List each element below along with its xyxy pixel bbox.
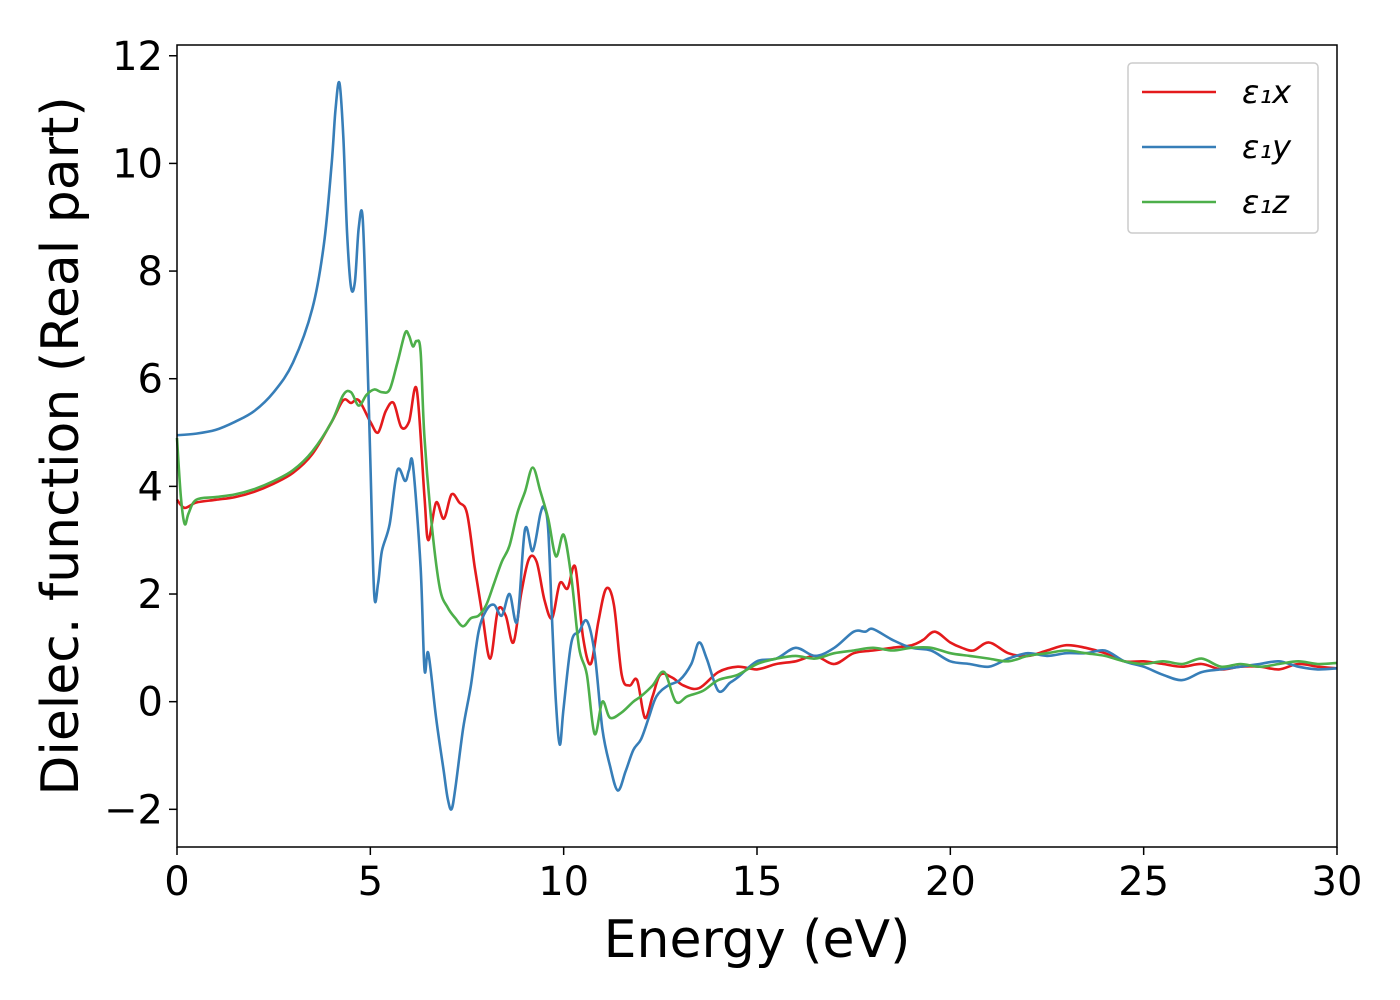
x-tick-label: 20 xyxy=(925,859,976,905)
x-tick-label: 15 xyxy=(732,859,783,905)
legend-label: ε₁z xyxy=(1242,183,1290,221)
y-tick-label: 4 xyxy=(138,464,163,510)
y-axis-label: Dielec. function (Real part) xyxy=(31,96,91,795)
legend-label: ε₁x xyxy=(1242,73,1292,111)
x-axis: 0 5 10 15 20 25 30 xyxy=(164,847,1362,905)
series-line-y xyxy=(176,80,1338,811)
x-tick-label: 0 xyxy=(164,859,189,905)
series-layer xyxy=(175,80,1338,811)
x-tick-label: 30 xyxy=(1312,859,1363,905)
x-axis-label: Energy (eV) xyxy=(604,910,911,970)
y-tick-label: 8 xyxy=(138,249,163,295)
y-tick-label: 2 xyxy=(138,572,163,618)
y-tick-label: 12 xyxy=(112,34,163,80)
y-tick-label: 0 xyxy=(138,680,163,726)
y-tick-label: 10 xyxy=(112,141,163,187)
y-tick-label: 6 xyxy=(138,357,163,403)
y-axis: −2 0 2 4 6 8 10 12 xyxy=(104,34,177,833)
x-tick-label: 5 xyxy=(358,859,383,905)
y-tick-label: −2 xyxy=(104,787,163,833)
legend-label: ε₁y xyxy=(1242,128,1292,166)
series-line-z xyxy=(175,329,1338,736)
x-tick-label: 10 xyxy=(538,859,589,905)
x-tick-label: 25 xyxy=(1118,859,1169,905)
series-line-x xyxy=(175,385,1338,720)
legend: ε₁x ε₁y ε₁z xyxy=(1127,62,1319,234)
legend-box xyxy=(1127,62,1319,234)
